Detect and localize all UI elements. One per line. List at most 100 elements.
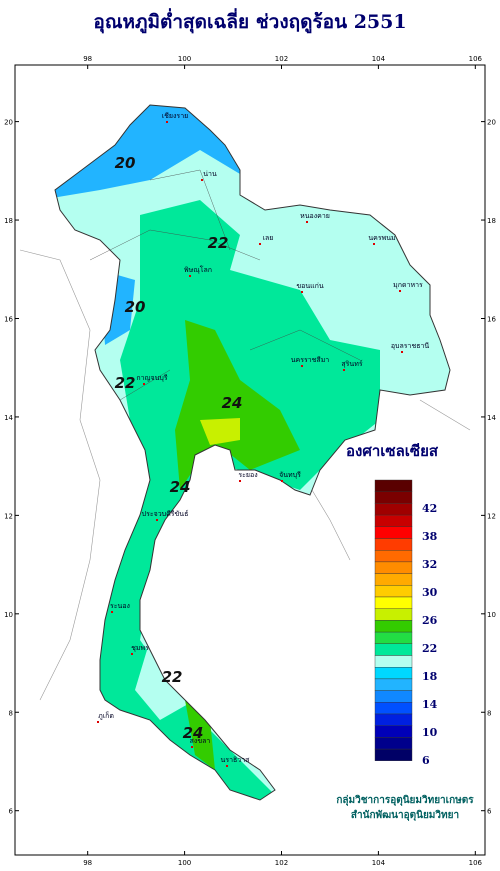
station-dot (301, 365, 303, 367)
place-name: เลย (263, 234, 274, 242)
place-name: ประจวบคีรีขันธ์ (142, 510, 189, 518)
lat-label: 12 (4, 512, 13, 520)
lon-label: 100 (178, 859, 191, 867)
zone-26-28 (200, 418, 240, 445)
place-name: จันทบุรี (279, 471, 301, 479)
station-dot (166, 121, 168, 123)
legend-swatch (374, 538, 413, 551)
lat-label: 8 (9, 709, 13, 717)
station-dot (156, 519, 158, 521)
legend-swatch (374, 702, 413, 715)
legend-swatch (374, 561, 413, 574)
place-name: ขอนแก่น (296, 282, 324, 290)
place-name: นครพนม (368, 234, 395, 242)
place-name: ภูเก็ต (98, 711, 114, 720)
lat-label: 8 (487, 709, 491, 717)
lat-label: 16 (4, 315, 13, 323)
legend-swatch (374, 479, 413, 492)
lon-label: 98 (83, 859, 92, 867)
lat-label: 18 (4, 217, 13, 225)
station-dot (373, 243, 375, 245)
contour-label: 20 (115, 154, 136, 172)
province-border (89, 169, 361, 401)
contour-label: 24 (183, 724, 204, 742)
station-dot (191, 746, 193, 748)
contour-label: 22 (115, 374, 136, 392)
legend-swatch (374, 526, 413, 539)
station-dot (401, 351, 403, 353)
lat-label: 14 (4, 414, 13, 422)
station-dot (343, 369, 345, 371)
legend-label: 32 (422, 558, 437, 571)
lat-label: 16 (487, 315, 496, 323)
station-dot (259, 243, 261, 245)
lat-label: 12 (487, 512, 496, 520)
contour-label: 24 (170, 478, 191, 496)
lon-label: 106 (469, 55, 483, 63)
place-name: สุรินทร์ (341, 360, 362, 368)
contour-label: 24 (222, 394, 243, 412)
contour-label: 20 (125, 298, 146, 316)
station-dot (226, 765, 228, 767)
zone-24-26 (175, 320, 300, 490)
lat-label: 14 (487, 414, 496, 422)
lon-label: 104 (372, 859, 386, 867)
lat-label: 18 (487, 217, 496, 225)
legend-label: 26 (422, 614, 438, 627)
lat-label: 10 (487, 611, 496, 619)
legend-label: 6 (422, 754, 430, 767)
lat-label: 6 (9, 808, 14, 816)
legend-swatch (374, 655, 413, 668)
lat-label: 20 (487, 119, 496, 127)
legend-swatch (374, 737, 413, 750)
legend-title: องศาเซลเซียส (346, 442, 439, 460)
place-name: ระนอง (110, 602, 130, 610)
place-name: นราธิวาส (221, 756, 251, 764)
station-dot (399, 290, 401, 292)
legend-swatch (374, 748, 413, 761)
station-dot (281, 480, 283, 482)
place-name: ระยอง (238, 471, 257, 479)
place-name: มุกดาหาร (393, 281, 423, 289)
legend-swatch (374, 550, 413, 563)
contour-label: 22 (162, 668, 183, 686)
station-dot (201, 179, 203, 181)
station-dot (97, 721, 99, 723)
place-name: กาญจนบุรี (136, 374, 167, 382)
lon-label: 106 (469, 859, 483, 867)
station-dot (189, 275, 191, 277)
legend-label: 10 (422, 726, 438, 739)
legend-label: 18 (422, 670, 438, 683)
legend-swatch (374, 620, 413, 633)
place-name: อุบลราชธานี (391, 342, 430, 350)
legend-swatch (374, 631, 413, 644)
legend-swatch (374, 690, 413, 703)
place-name: หนองคาย (300, 212, 330, 220)
legend-swatch (374, 608, 413, 621)
station-dot (111, 611, 113, 613)
legend-swatch (374, 503, 413, 516)
place-name: นครราชสีมา (291, 356, 330, 364)
lat-label: 10 (4, 611, 13, 619)
zone-22-24 (90, 200, 380, 800)
place-name: ชุมพร (131, 644, 149, 652)
zone-24-26 (185, 700, 215, 770)
place-name: พิษณุโลก (184, 265, 212, 274)
legend-label: 22 (422, 642, 437, 655)
lon-label: 102 (275, 55, 288, 63)
legend-label: 42 (422, 502, 437, 515)
credit: สำนักพัฒนาอุตุนิยมวิทยา (351, 809, 459, 821)
title: อุณหภูมิต่ำสุดเฉลี่ย ช่วงฤดูร้อน 2551 (93, 8, 406, 34)
place-name: เชียงราย (162, 112, 188, 120)
credit: กลุ่มวิชาการอุตุนิยมวิทยาเกษตร (336, 794, 474, 806)
legend-swatch (374, 596, 413, 609)
station-dot (131, 653, 133, 655)
lat-label: 6 (487, 808, 492, 816)
legend-swatch (374, 678, 413, 691)
legend-swatch (374, 667, 413, 680)
station-dot (239, 480, 241, 482)
station-dot (143, 383, 145, 385)
legend-label: 30 (422, 586, 438, 599)
legend-swatch (374, 643, 413, 656)
